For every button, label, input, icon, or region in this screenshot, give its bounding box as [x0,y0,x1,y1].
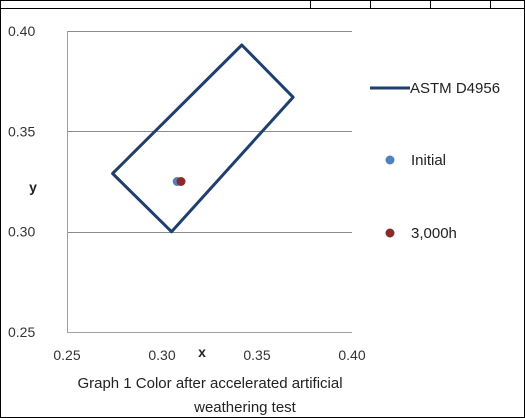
x-axis-label: x [198,344,206,360]
legend-initial-swatch [385,155,395,165]
legend-label-initial: Initial [411,152,446,169]
x-tick-label: 0.25 [53,347,80,363]
y-axis-label: y [29,179,37,195]
legend-3000h-swatch [385,228,395,238]
grid-lines [67,31,352,233]
caption-line-2: weathering test [193,399,297,416]
plot-series [111,43,295,234]
legend: ASTM D4956 Initial 3,000h [370,80,500,242]
series-line-astm-d4956 [111,43,295,234]
caption-line-1: Graph 1 Color after accelerated artifici… [77,375,342,392]
y-tick-label: 0.25 [8,324,35,340]
axes [67,31,352,333]
legend-label-3000h: 3,000h [411,225,457,242]
x-tick-label: 0.35 [243,347,270,363]
y-tick-label: 0.30 [8,224,35,240]
y-tick-label: 0.35 [8,123,35,139]
x-tick-labels: 0.25 0.30 0.35 0.40 [53,347,365,363]
legend-label-astm: ASTM D4956 [410,80,500,97]
x-tick-label: 0.30 [148,347,175,363]
y-tick-label: 0.40 [8,23,35,39]
data-point-3000h [176,177,186,186]
y-tick-labels: 0.25 0.30 0.35 0.40 [8,23,35,340]
x-tick-label: 0.40 [338,347,365,363]
